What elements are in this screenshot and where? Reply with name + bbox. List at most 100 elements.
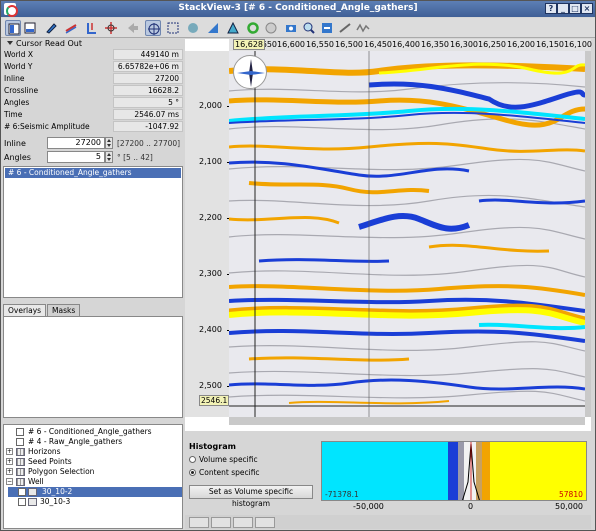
histogram-plot[interactable] [321,441,587,501]
horizontal-scrollbar[interactable] [229,417,585,425]
title-bar[interactable]: StackView-3 [# 6 - Conditioned_Angle_gat… [1,1,595,17]
readout-header[interactable]: Cursor Read Out [3,39,183,50]
inline-input[interactable]: 27200 [47,137,105,149]
inline-label: Inline [4,139,26,148]
layer-checkbox[interactable] [18,488,26,496]
x-tick: 16,300 [450,40,478,49]
print-icon[interactable] [337,20,353,36]
x-tick: 16,400 [392,40,420,49]
horizon-pick-icon[interactable] [63,20,79,36]
tab-masks[interactable]: Masks [47,304,81,316]
tree-item-label: Well [28,477,44,486]
settings-tab-icon[interactable] [255,517,275,528]
triangle-icon[interactable] [225,20,241,36]
fit-zoom-icon[interactable] [205,20,221,36]
layer-tree[interactable]: # 6 - Conditioned_Angle_gathers # 4 - Ra… [3,424,183,529]
collapse-triangle-icon[interactable] [7,41,13,45]
tree-item-polygon[interactable]: + Polygon Selection [4,467,182,477]
expand-icon[interactable]: + [6,458,13,465]
tree-item-label: Seed Points [28,457,72,466]
radio-dot[interactable] [189,456,196,463]
crosshair-pick-icon[interactable] [103,20,119,36]
inline-spinner[interactable] [105,137,113,149]
y-tick: 2,100 [199,157,229,166]
colormap-tab-icon[interactable] [233,517,253,528]
angles-input[interactable]: 5 [47,151,105,163]
wiggle-icon[interactable] [355,20,371,36]
layer-checkbox[interactable] [16,428,24,436]
readout-label: Angles [4,98,30,107]
well-pick-icon[interactable] [83,20,99,36]
y-tick: 2,400 [199,325,229,334]
snapshot-icon[interactable] [263,20,279,36]
vertical-scrollbar[interactable] [585,51,591,417]
y-tick: 2,000 [199,101,229,110]
inline-range: [27200 .. 27700] [117,139,181,148]
volume-list-item[interactable]: # 6 - Conditioned_Angle_gathers [5,168,181,178]
tree-item-well-30-10-2[interactable]: 30_10-2 [4,487,182,497]
histogram-x-tick: 0 [468,502,474,511]
volume-specific-radio[interactable]: Volume specific [189,455,258,464]
tree-item-well[interactable]: − Well [4,477,182,487]
readout-value: 27200 [113,73,183,84]
tab-overlays[interactable]: Overlays [3,304,47,316]
histogram-x-tick: -50,000 [353,502,384,511]
tree-item-raw[interactable]: # 4 - Raw_Angle_gathers [4,437,182,447]
tree-item-well-30-10-3[interactable]: 30_10-3 [4,497,182,507]
window-title: StackView-3 [# 6 - Conditioned_Angle_gat… [178,3,418,13]
readout-value: 2546.07 ms [113,109,183,120]
layer-checkbox[interactable] [18,498,26,506]
zoom-in-icon[interactable] [301,20,317,36]
tree-item-label: # 6 - Conditioned_Angle_gathers [28,427,152,436]
angles-control: Angles 5 ° [5 .. 42] [3,151,183,164]
angles-spinner[interactable] [105,151,113,163]
layout-2-icon[interactable] [22,20,38,36]
crosshair-icon[interactable] [145,20,161,36]
readout-inline: Inline 27200 [3,73,183,84]
layer-checkbox[interactable] [16,438,24,446]
scale-tab-icon[interactable] [211,517,231,528]
tree-item-seed-points[interactable]: + Seed Points [4,457,182,467]
zoom-box-icon[interactable] [165,20,181,36]
help-button[interactable]: ? [545,3,557,14]
readout-value: 5 ° [113,97,183,108]
expand-icon[interactable]: + [6,448,13,455]
seismic-section[interactable] [229,51,585,417]
bottom-tabbar [185,515,591,529]
readout-label: Time [4,110,23,119]
close-button[interactable]: × [581,3,593,14]
readout-world-x: World X 449140 m [3,49,183,60]
histogram-x-tick: 50,000 [555,502,583,511]
radio-dot[interactable] [189,469,196,476]
histogram-tab-icon[interactable] [189,517,209,528]
angles-range: ° [5 .. 42] [117,153,153,162]
sync-icon[interactable] [245,20,261,36]
folder-icon [16,458,25,466]
set-volume-histogram-button[interactable]: Set as Volume specific histogram [189,485,313,508]
histogram-title: Histogram [189,442,236,451]
readout-amplitude: # 6:Seismic Amplitude -1047.92 [3,121,183,132]
pencil-icon[interactable] [43,20,59,36]
minimize-button[interactable]: _ [557,3,569,14]
x-tick: 16,150 [536,40,564,49]
angles-label: Angles [4,153,31,162]
maximize-button[interactable]: □ [569,3,581,14]
tree-item-horizons[interactable]: + Horizons [4,447,182,457]
back-arrow-icon[interactable] [125,20,141,36]
expand-icon[interactable]: + [6,468,13,475]
camera-icon[interactable] [283,20,299,36]
tree-item-conditioned[interactable]: # 6 - Conditioned_Angle_gathers [4,427,182,437]
overlays-panel[interactable] [3,316,183,418]
folder-icon [16,468,25,476]
seismic-view[interactable]: 16,650 16,600 16,550 16,500 16,450 16,40… [185,39,592,431]
readout-label: Crossline [4,86,39,95]
pan-icon[interactable] [185,20,201,36]
collapse-icon[interactable]: − [6,478,13,485]
histogram-axis: -50,000 0 50,000 [321,501,587,513]
folder-icon [16,448,25,456]
volume-list[interactable]: # 6 - Conditioned_Angle_gathers [3,166,183,298]
content-specific-radio[interactable]: Content specific [189,468,260,477]
zoom-out-icon[interactable] [319,20,335,36]
layout-1-icon[interactable] [5,20,21,36]
